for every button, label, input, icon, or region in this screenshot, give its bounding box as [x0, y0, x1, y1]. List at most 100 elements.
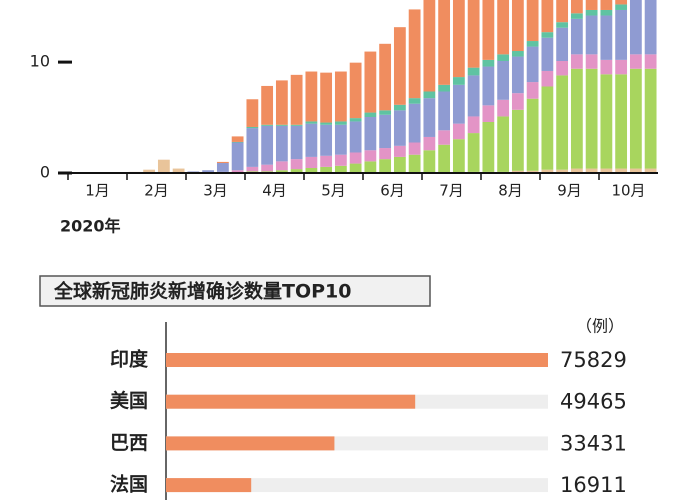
bar-segment	[526, 170, 539, 173]
category-label: 法国	[110, 473, 148, 496]
bar-segment	[452, 77, 465, 85]
bar-segment	[349, 152, 362, 164]
bar-segment	[334, 124, 347, 155]
bar-segment	[615, 59, 628, 75]
bar-segment	[467, 75, 480, 117]
bar-segment	[216, 163, 229, 172]
bar-segment	[349, 163, 362, 173]
bar-segment	[202, 170, 215, 173]
bar-segment	[334, 154, 347, 166]
bar-segment	[511, 0, 524, 52]
bar-segment	[438, 130, 451, 145]
bar-segment	[143, 169, 156, 173]
bar-segment	[644, 68, 657, 169]
bar-segment	[379, 159, 392, 173]
x-tick-label: 9月	[557, 182, 582, 200]
bar-segment	[364, 51, 377, 113]
bar-segment	[305, 71, 318, 122]
bar-segment	[467, 67, 480, 76]
bar-segment	[334, 165, 347, 173]
bar-segment	[585, 15, 598, 55]
bar-segment	[644, 0, 657, 55]
bar-segment	[526, 82, 539, 99]
bar-segment	[541, 37, 554, 71]
bar-segment	[556, 169, 569, 173]
bar-segment	[482, 66, 495, 106]
bar-segment	[423, 0, 436, 92]
bar-segment	[556, 27, 569, 61]
bar-segment	[261, 85, 274, 125]
bar-segment	[305, 123, 318, 157]
x-tick-label: 4月	[262, 182, 287, 200]
bar-segment	[379, 110, 392, 115]
bar-segment	[615, 9, 628, 60]
bar-segment	[482, 105, 495, 122]
bar-segment	[526, 0, 539, 42]
bar-segment	[615, 74, 628, 169]
bar-segment	[320, 122, 333, 125]
bar-segment	[511, 170, 524, 173]
bar-segment	[393, 110, 406, 146]
bar-segment	[246, 166, 259, 172]
bar-segment	[187, 171, 200, 172]
value-label: 16911	[560, 473, 627, 497]
category-label: 巴西	[110, 432, 148, 454]
bar-segment	[497, 116, 510, 172]
bar-segment	[585, 68, 598, 169]
bar	[166, 436, 335, 451]
y-tick-label: 10	[30, 52, 50, 71]
bar-segment	[615, 0, 628, 5]
x-tick-label: 1月	[85, 182, 110, 200]
bar-track	[166, 478, 548, 493]
bar-segment	[379, 114, 392, 149]
bar-segment	[246, 99, 259, 127]
bar-segment	[393, 156, 406, 173]
bar-segment	[615, 168, 628, 173]
bar-segment	[423, 136, 436, 151]
bar-segment	[452, 123, 465, 140]
bar-segment	[379, 148, 392, 160]
bar-segment	[157, 159, 170, 173]
bar-segment	[393, 104, 406, 111]
bar-segment	[246, 128, 259, 167]
bar-segment	[452, 139, 465, 173]
bar-segment	[349, 118, 362, 122]
bar-segment	[541, 0, 554, 33]
bar-segment	[600, 74, 613, 169]
bar-segment	[438, 91, 451, 131]
bar-segment	[305, 121, 318, 124]
bar-segment	[246, 171, 259, 173]
bar-segment	[320, 155, 333, 167]
bar-segment	[261, 171, 274, 173]
bar-segment	[438, 84, 451, 92]
bar-segment	[570, 68, 583, 169]
bar-segment	[231, 170, 244, 173]
bar-segment	[570, 0, 583, 14]
bar-segment	[497, 99, 510, 117]
bar-segment	[541, 32, 554, 38]
bar-segment	[334, 71, 347, 122]
bar-segment	[261, 164, 274, 172]
bar-segment	[364, 116, 377, 151]
bar-segment	[600, 15, 613, 60]
bar-segment	[231, 136, 244, 142]
bar-segment	[364, 150, 377, 162]
bars	[128, 0, 657, 173]
bar-segment	[629, 68, 642, 169]
bar-segment	[275, 161, 288, 171]
bar-segment	[423, 150, 436, 173]
bar-segment	[585, 54, 598, 69]
bar	[166, 353, 548, 367]
bar-segment	[438, 144, 451, 173]
bar-segment	[556, 75, 569, 170]
bar-segment	[482, 59, 495, 67]
y-tick-label: 0	[40, 163, 50, 182]
value-label: 75829	[560, 348, 627, 372]
bar-segment	[246, 126, 259, 129]
bar-segment	[570, 168, 583, 173]
bar-segment	[393, 27, 406, 105]
bar-segment	[644, 168, 657, 173]
bar-segment	[482, 0, 495, 60]
bar-segment	[320, 166, 333, 173]
x-axis-label: 2020年	[60, 217, 121, 236]
